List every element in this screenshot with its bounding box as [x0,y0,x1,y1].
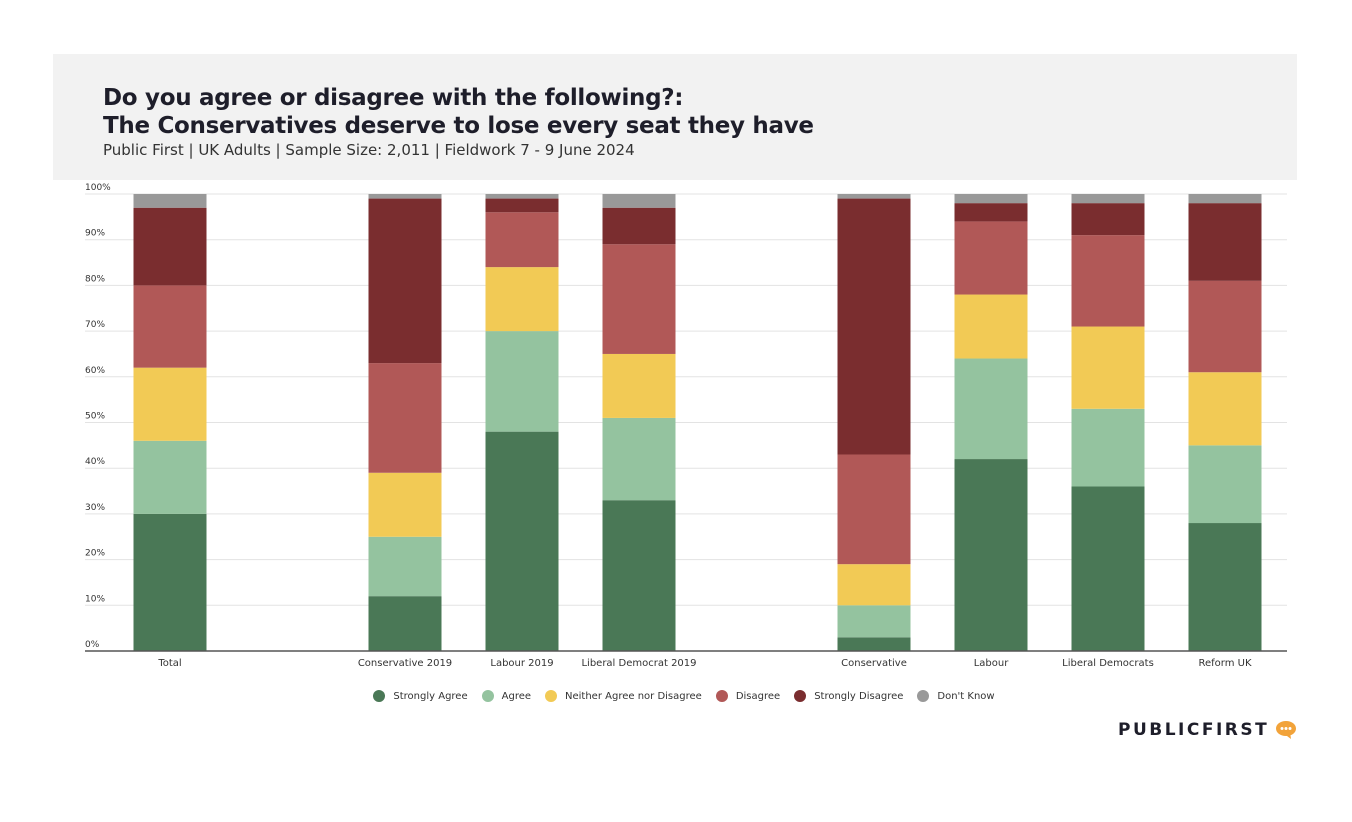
legend-item: Neither Agree nor Disagree [545,690,702,702]
bar-segment [602,417,676,501]
y-tick-label: 20% [85,549,105,559]
legend-label: Strongly Agree [393,690,468,702]
y-tick-label: 60% [85,366,105,376]
bar-segment [602,353,676,418]
legend-label: Don't Know [937,690,995,702]
x-tick-label: Labour 2019 [490,658,553,669]
chart-legend: Strongly Agree Agree Neither Agree nor Dis… [0,690,1352,702]
legend-swatch [545,690,558,702]
bar-segment [1071,194,1145,204]
bar-segment [837,605,911,638]
chart-title-line-2: The Conservatives deserve to lose every … [103,113,814,139]
bar-segment [368,596,442,651]
x-tick-label: Total [157,658,181,669]
legend-label: Agree [501,690,532,702]
x-tick-label: Conservative [841,658,907,669]
bar-segment [1071,326,1145,409]
legend-swatch [373,690,386,702]
bar-segment [1071,235,1145,327]
bar-segment [837,198,911,455]
bar-segment [368,198,442,364]
x-tick-label: Labour [974,658,1010,669]
bar-segment [602,194,676,208]
legend-label: Neither Agree nor Disagree [565,690,702,702]
legend-swatch [794,690,807,702]
bar-segment [837,564,911,606]
x-tick-label: Reform UK [1198,658,1251,669]
bar-segment [485,198,559,213]
bar-segment [1071,486,1145,651]
y-tick-label: 0% [85,640,100,650]
y-tick-label: 50% [85,412,105,422]
legend-swatch [481,690,494,702]
y-tick-label: 80% [85,274,105,284]
legend-item: Disagree [715,690,781,702]
bar-segment [602,244,676,354]
speech-bubble-icon [1276,721,1297,739]
bar-segment [1188,445,1262,524]
chart-header: Do you agree or disagree with the follow… [53,54,1297,180]
bar-segment [954,358,1028,460]
legend-item: Strongly Agree [373,690,468,702]
legend-item: Strongly Disagree [794,690,903,702]
bar-segment [485,331,559,432]
bar-segment [602,500,676,651]
legend-label: Strongly Disagree [814,690,904,702]
bar-segment [368,363,442,473]
bar-segment [1188,280,1262,373]
bar-segment [368,472,442,537]
legend-swatch [917,690,930,702]
x-tick-label: Conservative 2019 [358,658,452,669]
y-tick-label: 90% [85,229,105,239]
bar-segment [485,212,559,268]
chart-subtitle: Public First | UK Adults | Sample Size: … [103,141,635,159]
legend-swatch [715,690,728,702]
bar-segment [837,454,911,565]
chart-title: Do you agree or disagree with the follow… [103,84,814,140]
bar-segment [1188,372,1262,446]
bar-segment [485,194,559,199]
bar-segment [837,637,911,651]
bar-segment [1188,203,1262,281]
x-tick-label: Liberal Democrats [1062,658,1154,669]
bar-segment [133,194,207,208]
bar-segment [837,194,911,199]
x-tick-label: Liberal Democrat 2019 [581,658,696,669]
y-tick-label: 70% [85,320,105,330]
bar-segment [954,194,1028,204]
bar-segment [133,440,207,514]
y-tick-label: 30% [85,503,105,513]
bar-segment [368,194,442,199]
bar-segment [485,431,559,651]
bar-segment [485,267,559,332]
public-first-logo: PUBLICFIRST [1118,720,1297,740]
bar-segment [954,459,1028,651]
legend-item: Don't Know [917,690,995,702]
y-tick-label: 40% [85,457,105,467]
logo-text: PUBLICFIRST [1118,720,1270,740]
legend-label: Disagree [735,690,781,702]
bar-segment [133,285,207,368]
bar-segment [1188,194,1262,204]
y-tick-label: 10% [85,594,105,604]
bar-segment [1071,408,1145,487]
bar-segment [954,294,1028,359]
bar-segment [954,221,1028,295]
chart-title-line-1: Do you agree or disagree with the follow… [103,85,684,111]
bar-segment [1188,523,1262,651]
bar-segment [1071,203,1145,236]
bar-segment [133,513,207,651]
y-tick-label: 100% [85,183,111,193]
legend-item: Agree [481,690,532,702]
bar-segment [133,207,207,286]
bar-segment [954,203,1028,222]
bar-segment [602,207,676,245]
stacked-bar-chart: 0% 10% 20% 30% 40% 50% 60% 70% 80% 90% 100% Total Co… [85,183,1287,669]
bar-segment [368,536,442,597]
bar-segment [133,367,207,441]
